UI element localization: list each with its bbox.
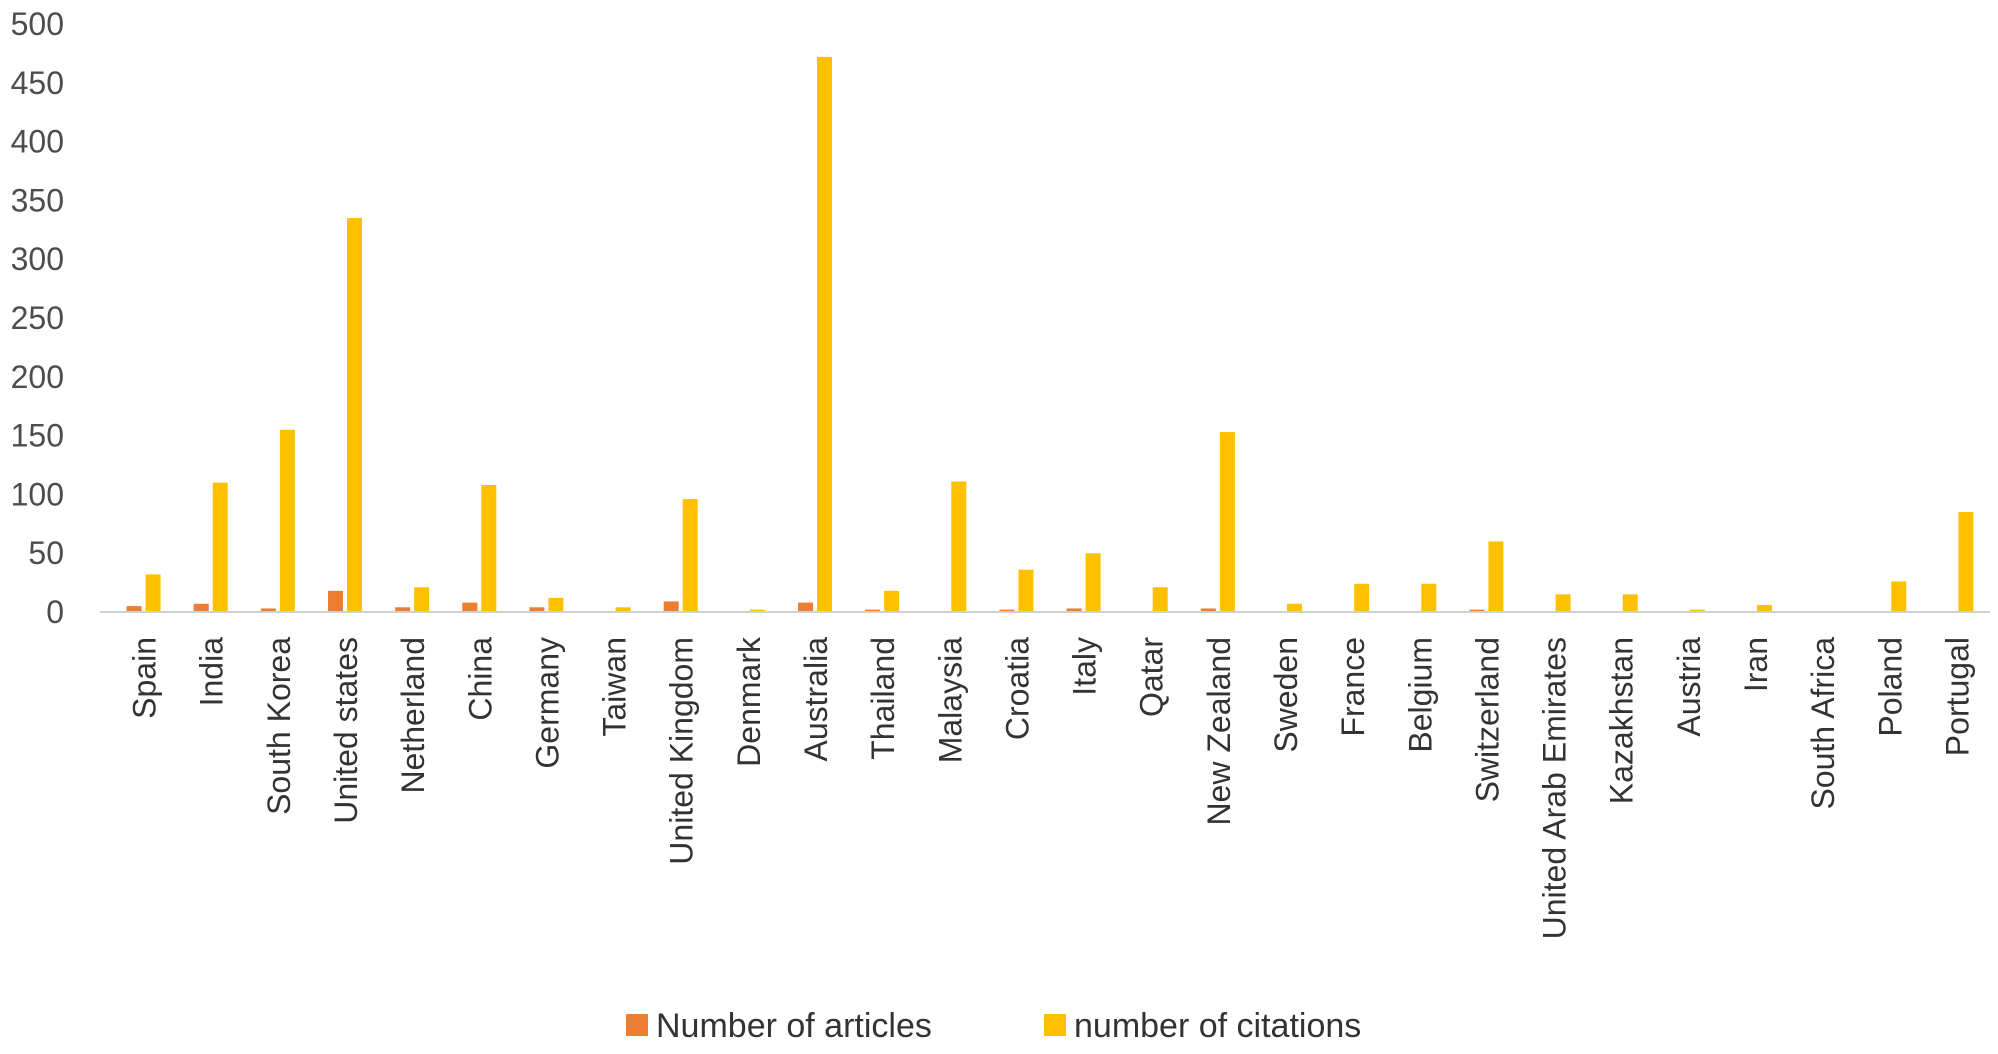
x-tick-label-new-zealand: New Zealand	[1201, 637, 1237, 826]
bar-articles-south-korea	[260, 608, 276, 612]
x-tick-label-qatar: Qatar	[1134, 637, 1170, 717]
bar-articles-croatia	[999, 609, 1015, 612]
legend-swatch-articles	[626, 1014, 648, 1036]
bar-articles-switzerland	[1469, 609, 1485, 612]
x-tick-label-australia: Australia	[798, 637, 834, 762]
bar-articles-united-states	[328, 590, 343, 612]
y-tick-label-350: 350	[11, 182, 64, 218]
x-tick-label-kazakhstan: Kazakhstan	[1604, 637, 1640, 804]
x-tick-label-netherland: Netherland	[395, 637, 431, 794]
y-tick-label-100: 100	[11, 476, 64, 512]
bar-citations-new-zealand	[1219, 432, 1235, 612]
x-tick-label-united-arab-emirates: United Arab Emirates	[1537, 637, 1573, 939]
legend-label-articles: Number of articles	[656, 1007, 932, 1045]
bar-citations-united-kingdom	[682, 499, 698, 612]
bar-articles-netherland	[395, 607, 411, 612]
bar-articles-india	[193, 603, 209, 612]
legend-label-citations: number of citations	[1074, 1007, 1361, 1045]
bar-articles-spain	[126, 606, 142, 612]
x-tick-label-germany: Germany	[529, 637, 565, 769]
x-axis-labels: Spain India South Korea United states Nether…	[127, 636, 1976, 939]
bar-citations-netherland	[414, 587, 430, 612]
bar-citations-india	[212, 482, 228, 612]
bar-articles-germany	[529, 607, 545, 612]
x-tick-label-croatia: Croatia	[999, 637, 1035, 740]
y-axis: 0 50 100 150 200 250 300 350 400 450 500	[11, 6, 64, 630]
x-tick-label-india: India	[194, 637, 230, 707]
x-tick-label-taiwan: Taiwan	[597, 637, 633, 737]
bar-citations-china	[481, 484, 497, 612]
bar-citations-poland	[1891, 581, 1907, 612]
x-tick-label-united-states: United states	[328, 637, 364, 824]
y-tick-label-300: 300	[11, 241, 64, 277]
x-tick-label-china: China	[462, 637, 498, 721]
x-tick-label-south-africa: South Africa	[1805, 637, 1841, 810]
bar-citations-south-korea	[279, 429, 295, 612]
bar-articles-new-zealand	[1200, 608, 1216, 612]
legend: Number of articles number of citations	[626, 1007, 1361, 1045]
x-tick-label-belgium: Belgium	[1402, 637, 1438, 753]
legend-swatch-citations	[1044, 1014, 1066, 1036]
y-tick-label-500: 500	[11, 6, 64, 42]
x-tick-label-south-korea: South Korea	[261, 637, 297, 815]
bar-citations-taiwan	[615, 607, 631, 612]
bar-articles-thailand	[865, 609, 881, 612]
bar-citations-australia	[817, 56, 832, 613]
y-tick-label-150: 150	[11, 418, 64, 454]
x-tick-label-spain: Spain	[127, 637, 163, 719]
bar-citations-spain	[145, 574, 161, 612]
x-tick-label-poland: Poland	[1872, 637, 1908, 737]
bar-citations-switzerland	[1488, 541, 1504, 612]
bar-citations-belgium	[1421, 583, 1437, 612]
bar-articles-united-kingdom	[663, 601, 679, 612]
bar-citations-kazakhstan	[1622, 594, 1638, 612]
x-tick-label-switzerland: Switzerland	[1469, 637, 1505, 802]
bar-citations-denmark	[749, 609, 765, 612]
x-tick-label-sweden: Sweden	[1268, 637, 1304, 753]
bar-citations-united-states	[347, 218, 362, 613]
y-tick-label-0: 0	[46, 594, 64, 630]
x-tick-label-portugal: Portugal	[1939, 637, 1975, 756]
bar-citations-france	[1354, 583, 1370, 612]
bar-citations-malaysia	[951, 481, 967, 612]
bar-citations-qatar	[1152, 587, 1168, 612]
x-tick-label-italy: Italy	[1067, 637, 1103, 696]
y-tick-label-250: 250	[11, 300, 64, 336]
bar-articles-australia	[798, 602, 813, 612]
x-tick-label-denmark: Denmark	[731, 636, 767, 767]
bar-citations-sweden	[1287, 603, 1302, 612]
bars	[126, 56, 1974, 613]
bar-citations-austria	[1689, 609, 1705, 612]
bar-citations-croatia	[1018, 569, 1034, 612]
x-tick-label-iran: Iran	[1738, 637, 1774, 692]
y-tick-label-50: 50	[28, 535, 64, 571]
bar-articles-china	[462, 602, 478, 612]
bar-citations-iran	[1757, 604, 1772, 612]
x-tick-label-malaysia: Malaysia	[932, 637, 968, 763]
bar-citations-portugal	[1958, 512, 1974, 612]
bar-citations-thailand	[884, 590, 900, 612]
x-tick-label-austria: Austria	[1671, 637, 1707, 737]
x-tick-label-france: France	[1335, 637, 1371, 737]
y-tick-label-450: 450	[11, 65, 64, 101]
x-tick-label-thailand: Thailand	[865, 637, 901, 760]
x-tick-label-united-kingdom: United Kingdom	[664, 637, 700, 865]
y-tick-label-200: 200	[11, 359, 64, 395]
bar-articles-italy	[1066, 608, 1082, 612]
bar-citations-italy	[1085, 553, 1101, 612]
bar-citations-germany	[548, 597, 564, 612]
bar-citations-united-arab-emirates	[1555, 594, 1571, 612]
y-tick-label-400: 400	[11, 124, 64, 160]
